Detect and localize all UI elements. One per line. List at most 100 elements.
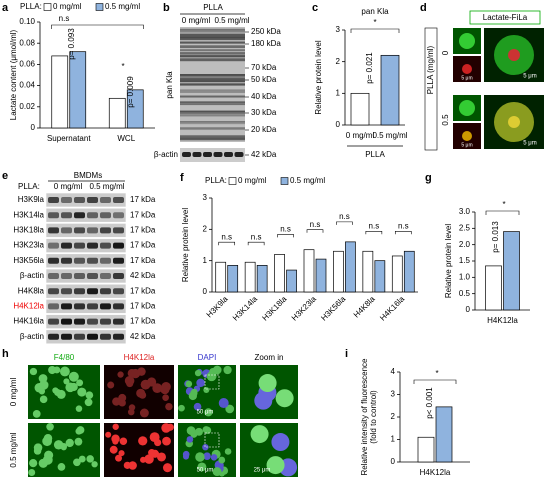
bar bbox=[126, 89, 144, 129]
bar bbox=[333, 250, 344, 293]
cell bbox=[225, 404, 235, 414]
x-tick-label: H4K8la bbox=[352, 294, 377, 319]
row-label: pan Kla bbox=[165, 71, 174, 99]
blot-band bbox=[87, 257, 98, 264]
y-axis-label: Relative protein level bbox=[444, 224, 453, 298]
blot-band bbox=[180, 78, 245, 80]
blot-band bbox=[74, 242, 85, 249]
blot-band bbox=[48, 197, 59, 203]
bar bbox=[391, 255, 403, 293]
scale-label: 5 μm bbox=[461, 142, 472, 148]
blot-band bbox=[182, 152, 191, 157]
y-axis-label: Relative protein level bbox=[314, 40, 323, 114]
blot-band bbox=[113, 212, 124, 219]
y-tick-label: 1 bbox=[203, 256, 208, 265]
blot-band bbox=[180, 54, 245, 58]
y-tick-label: 0.06 bbox=[19, 60, 35, 69]
cell bbox=[56, 389, 66, 399]
annotation: p= 0.021 bbox=[365, 52, 374, 84]
blot-band bbox=[61, 288, 72, 295]
cell bbox=[29, 459, 38, 468]
blot-band bbox=[48, 257, 59, 264]
blot bbox=[45, 329, 127, 345]
cell bbox=[91, 461, 98, 468]
blot-band bbox=[74, 318, 85, 325]
lane-label: 0.5 mg/ml bbox=[89, 182, 124, 191]
blot-band bbox=[180, 58, 245, 62]
y-tick-label: 0 bbox=[391, 457, 396, 466]
image-title: Lactate-FiLa bbox=[483, 13, 528, 22]
marker-label: 17 kDa bbox=[130, 241, 156, 250]
row-label: β-actin bbox=[20, 271, 44, 280]
blot bbox=[180, 148, 245, 162]
cell bbox=[250, 425, 269, 444]
cell bbox=[42, 454, 53, 465]
blot-band bbox=[180, 90, 245, 93]
blot bbox=[45, 283, 127, 299]
blot bbox=[45, 192, 127, 208]
blot bbox=[45, 299, 127, 314]
cell bbox=[59, 366, 70, 377]
blot-band bbox=[180, 121, 245, 125]
marker-label: 17 kDa bbox=[130, 226, 156, 235]
blot-band bbox=[180, 33, 245, 37]
marker-label: 70 kDa bbox=[251, 63, 277, 72]
bar bbox=[417, 436, 435, 463]
scale-label: 25 μm bbox=[254, 468, 271, 474]
y-tick-label: 1.0 bbox=[459, 272, 471, 281]
cell bbox=[275, 389, 294, 408]
cell bbox=[127, 408, 135, 416]
scale-label: 5 μm bbox=[461, 75, 472, 81]
y-tick-label: 4 bbox=[391, 367, 396, 376]
blot-band bbox=[48, 333, 59, 340]
cell bbox=[152, 383, 163, 394]
bar bbox=[350, 92, 370, 126]
y-tick-label: 2 bbox=[336, 57, 341, 66]
blot-band bbox=[74, 273, 85, 279]
cell bbox=[182, 453, 190, 460]
cell bbox=[462, 131, 472, 141]
cell bbox=[73, 458, 81, 467]
y-tick-label: 0.5 bbox=[459, 289, 471, 298]
cell bbox=[124, 376, 135, 386]
y-tick-label: 2 bbox=[203, 224, 208, 233]
cell bbox=[206, 371, 217, 382]
x-tick-label: 0.5 mg/ml bbox=[372, 131, 407, 140]
bar bbox=[244, 261, 256, 293]
cell bbox=[144, 454, 154, 464]
blot-band bbox=[180, 89, 245, 92]
bracket bbox=[413, 379, 457, 384]
cell bbox=[65, 382, 76, 393]
blot-band bbox=[87, 303, 98, 310]
row-label: 0 bbox=[441, 50, 450, 55]
bracket bbox=[350, 28, 400, 33]
cell bbox=[204, 408, 213, 417]
blot-band bbox=[180, 101, 245, 103]
marker-label: 30 kDa bbox=[251, 108, 277, 117]
blot-band bbox=[180, 74, 245, 77]
bar bbox=[69, 51, 87, 129]
cell bbox=[162, 394, 169, 401]
cell bbox=[112, 423, 119, 430]
blot-band bbox=[180, 101, 245, 106]
cell bbox=[186, 426, 196, 435]
blot-band bbox=[74, 333, 85, 340]
y-tick-label: 1 bbox=[391, 435, 396, 444]
row-label: H4K12la bbox=[13, 302, 44, 311]
blot-band bbox=[74, 303, 85, 310]
blot-band bbox=[180, 55, 245, 58]
blot-band bbox=[180, 45, 245, 49]
blot-band bbox=[87, 318, 98, 325]
panel-label: d bbox=[420, 2, 427, 14]
marker-label: 40 kDa bbox=[251, 92, 277, 101]
cell bbox=[138, 436, 148, 446]
column-label: Zoom in bbox=[255, 353, 284, 362]
lane-label: 0 mg/ml bbox=[54, 182, 83, 191]
x-tick-label: H3K14la bbox=[231, 294, 259, 322]
bar bbox=[108, 97, 126, 129]
title-box bbox=[469, 10, 541, 25]
y-tick-label: 3 bbox=[391, 390, 396, 399]
cell bbox=[195, 427, 203, 436]
blot-band bbox=[180, 54, 245, 58]
blot-band bbox=[180, 103, 245, 105]
